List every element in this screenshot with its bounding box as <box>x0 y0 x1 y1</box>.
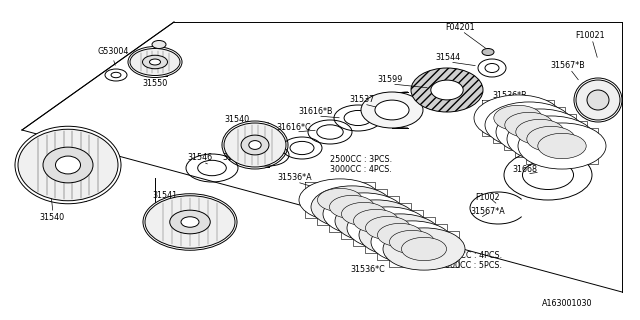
Ellipse shape <box>401 237 447 260</box>
Text: 31567*A: 31567*A <box>470 207 506 217</box>
Text: G53004: G53004 <box>97 47 129 57</box>
Text: 2500CC : 4PCS.: 2500CC : 4PCS. <box>440 251 502 260</box>
Ellipse shape <box>222 121 288 169</box>
Ellipse shape <box>485 102 573 148</box>
Ellipse shape <box>353 209 399 233</box>
Ellipse shape <box>181 217 199 227</box>
Ellipse shape <box>150 59 161 65</box>
Ellipse shape <box>474 95 562 141</box>
Text: 31544: 31544 <box>435 53 461 62</box>
Ellipse shape <box>342 202 387 226</box>
Ellipse shape <box>411 68 483 112</box>
Text: 31536*C: 31536*C <box>351 266 385 275</box>
Ellipse shape <box>574 78 622 122</box>
Ellipse shape <box>143 55 168 69</box>
Text: 3000CC : 5PCS.: 3000CC : 5PCS. <box>440 260 502 269</box>
Ellipse shape <box>43 147 93 183</box>
Ellipse shape <box>224 123 286 167</box>
Text: 31616*B: 31616*B <box>299 108 333 116</box>
Ellipse shape <box>323 193 405 235</box>
Text: 31668: 31668 <box>513 165 538 174</box>
Ellipse shape <box>587 90 609 110</box>
Ellipse shape <box>361 92 423 128</box>
Ellipse shape <box>365 216 410 240</box>
Ellipse shape <box>375 100 409 120</box>
Text: A163001030: A163001030 <box>541 300 592 308</box>
Ellipse shape <box>576 80 620 120</box>
Ellipse shape <box>347 207 429 249</box>
Text: 31541: 31541 <box>152 190 177 199</box>
Ellipse shape <box>378 223 422 247</box>
Ellipse shape <box>496 109 584 155</box>
Text: 31567*B: 31567*B <box>550 60 586 69</box>
Text: 31546: 31546 <box>188 154 212 163</box>
Ellipse shape <box>143 194 237 250</box>
Ellipse shape <box>56 156 81 174</box>
Ellipse shape <box>371 221 453 263</box>
Ellipse shape <box>249 140 261 149</box>
Text: 31532*B: 31532*B <box>564 140 600 149</box>
Text: F04201: F04201 <box>445 22 475 31</box>
Ellipse shape <box>15 126 121 204</box>
Ellipse shape <box>317 188 362 212</box>
Text: 31599: 31599 <box>378 76 403 84</box>
Ellipse shape <box>505 112 553 138</box>
Ellipse shape <box>359 214 441 256</box>
Text: 3000CC : 4PCS.: 3000CC : 4PCS. <box>330 165 392 174</box>
Ellipse shape <box>311 186 393 228</box>
Ellipse shape <box>335 200 417 242</box>
Text: 31532*A: 31532*A <box>383 228 417 236</box>
Text: 31540: 31540 <box>40 213 65 222</box>
Ellipse shape <box>431 80 463 100</box>
Ellipse shape <box>516 119 564 145</box>
Ellipse shape <box>482 49 494 55</box>
Ellipse shape <box>241 135 269 155</box>
Ellipse shape <box>330 196 374 219</box>
Ellipse shape <box>518 123 606 169</box>
Ellipse shape <box>152 41 166 49</box>
Text: 31540: 31540 <box>225 116 250 124</box>
Text: 31616*C: 31616*C <box>276 124 311 132</box>
Text: 31537: 31537 <box>349 95 374 105</box>
Ellipse shape <box>527 126 575 152</box>
Ellipse shape <box>18 129 118 201</box>
Ellipse shape <box>170 210 211 234</box>
Text: 31550: 31550 <box>142 78 168 87</box>
Text: 31536*A: 31536*A <box>278 173 312 182</box>
Text: F10021: F10021 <box>575 30 605 39</box>
Text: 31536*B: 31536*B <box>493 91 527 100</box>
Ellipse shape <box>507 116 595 162</box>
Ellipse shape <box>130 49 180 76</box>
Ellipse shape <box>494 105 542 131</box>
Text: F1002: F1002 <box>476 194 500 203</box>
Ellipse shape <box>383 228 465 270</box>
Text: 31616*A: 31616*A <box>223 154 257 163</box>
Ellipse shape <box>538 133 586 159</box>
Text: 2500CC : 3PCS.: 2500CC : 3PCS. <box>330 156 392 164</box>
Ellipse shape <box>145 196 235 248</box>
Ellipse shape <box>390 230 435 254</box>
Ellipse shape <box>128 46 182 77</box>
Ellipse shape <box>299 179 381 221</box>
Text: 31514: 31514 <box>237 139 262 148</box>
